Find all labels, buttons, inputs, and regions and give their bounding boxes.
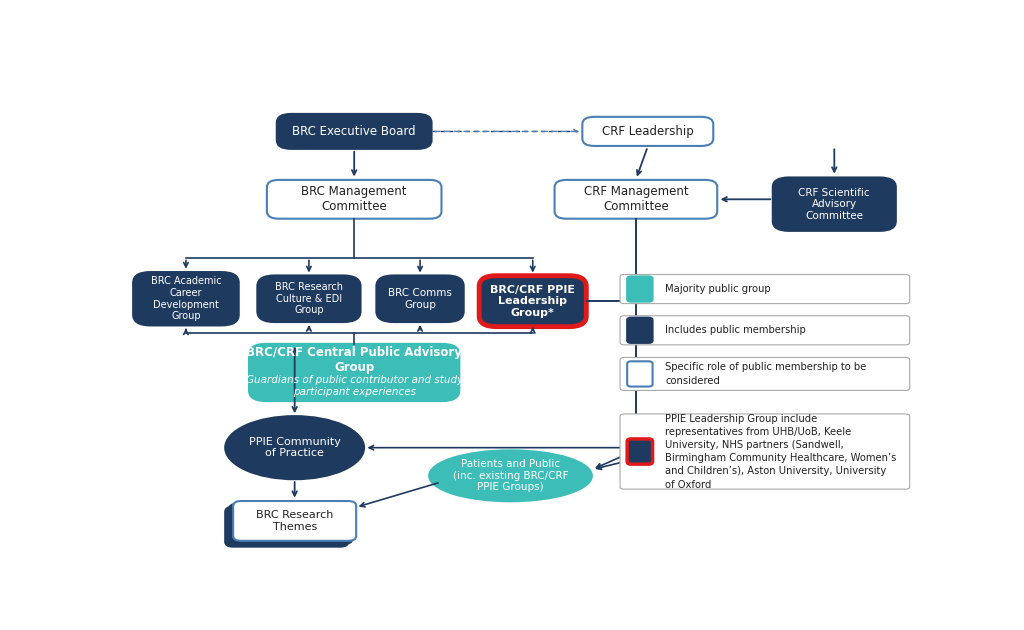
FancyBboxPatch shape xyxy=(620,316,909,345)
FancyBboxPatch shape xyxy=(229,504,352,544)
Ellipse shape xyxy=(429,450,592,501)
FancyBboxPatch shape xyxy=(555,180,717,219)
FancyBboxPatch shape xyxy=(583,117,714,146)
Text: BRC Executive Board: BRC Executive Board xyxy=(293,125,416,138)
Text: BRC Management
Committee: BRC Management Committee xyxy=(301,185,407,214)
Text: Patients and Public
(inc. existing BRC/CRF
PPIE Groups): Patients and Public (inc. existing BRC/C… xyxy=(453,459,568,493)
FancyBboxPatch shape xyxy=(133,272,239,326)
FancyBboxPatch shape xyxy=(773,178,896,231)
Text: Guardians of public contributor and study
participant experiences: Guardians of public contributor and stud… xyxy=(246,375,463,397)
FancyBboxPatch shape xyxy=(233,501,356,541)
Text: BRC/CRF PPIE
Leadership
Group*: BRC/CRF PPIE Leadership Group* xyxy=(490,285,575,318)
FancyBboxPatch shape xyxy=(627,362,652,387)
Text: BRC/CRF Central Public Advisory
Group: BRC/CRF Central Public Advisory Group xyxy=(246,346,462,374)
FancyBboxPatch shape xyxy=(257,275,360,322)
Text: CRF Scientific
Advisory
Committee: CRF Scientific Advisory Committee xyxy=(799,188,870,220)
Text: PPIE Community
of Practice: PPIE Community of Practice xyxy=(249,437,341,459)
Text: BRC Research
Culture & EDI
Group: BRC Research Culture & EDI Group xyxy=(274,282,343,316)
FancyBboxPatch shape xyxy=(267,180,441,219)
Text: Specific role of public membership to be
considered: Specific role of public membership to be… xyxy=(666,362,866,386)
FancyBboxPatch shape xyxy=(249,344,460,401)
FancyBboxPatch shape xyxy=(627,318,652,343)
FancyBboxPatch shape xyxy=(620,414,909,489)
FancyBboxPatch shape xyxy=(377,275,464,322)
Text: PPIE Leadership Group include
representatives from UHB/UoB, Keele
University, NH: PPIE Leadership Group include representa… xyxy=(666,413,897,490)
Ellipse shape xyxy=(225,416,365,479)
Text: CRF Leadership: CRF Leadership xyxy=(602,125,693,138)
FancyBboxPatch shape xyxy=(479,276,587,326)
FancyBboxPatch shape xyxy=(620,357,909,391)
FancyBboxPatch shape xyxy=(276,114,431,149)
Text: BRC Academic
Career
Development
Group: BRC Academic Career Development Group xyxy=(151,277,221,321)
FancyBboxPatch shape xyxy=(620,275,909,304)
Text: Includes public membership: Includes public membership xyxy=(666,325,806,335)
Text: Majority public group: Majority public group xyxy=(666,284,771,294)
FancyBboxPatch shape xyxy=(225,507,348,547)
Text: BRC Research
Themes: BRC Research Themes xyxy=(256,510,334,532)
Text: BRC Comms
Group: BRC Comms Group xyxy=(388,288,452,309)
Text: CRF Management
Committee: CRF Management Committee xyxy=(584,185,688,214)
FancyBboxPatch shape xyxy=(627,439,652,464)
FancyBboxPatch shape xyxy=(627,277,652,302)
